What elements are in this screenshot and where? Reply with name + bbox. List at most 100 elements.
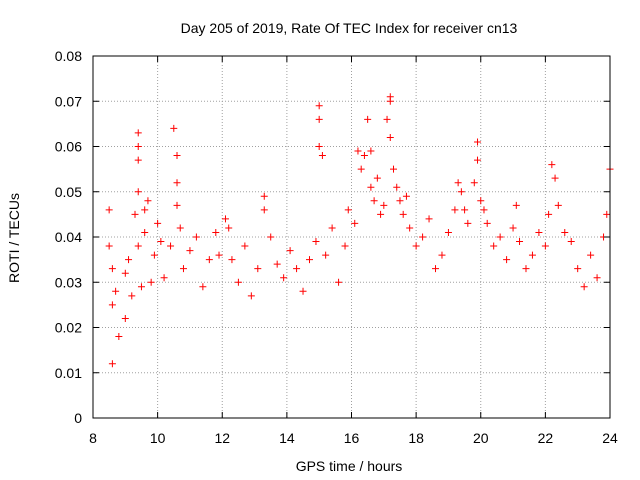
data-point bbox=[377, 210, 385, 218]
data-point bbox=[470, 179, 478, 187]
data-point bbox=[364, 115, 372, 123]
data-point bbox=[464, 219, 472, 227]
data-point bbox=[545, 210, 553, 218]
data-point bbox=[286, 247, 294, 255]
data-point bbox=[354, 147, 362, 155]
data-point bbox=[147, 278, 155, 286]
data-point bbox=[454, 179, 462, 187]
x-tick-label: 24 bbox=[602, 430, 618, 446]
data-point bbox=[386, 97, 394, 105]
data-point bbox=[108, 360, 116, 368]
data-point bbox=[341, 242, 349, 250]
y-tick-label: 0 bbox=[74, 410, 82, 426]
data-point bbox=[373, 174, 381, 182]
data-point bbox=[315, 143, 323, 150]
data-point bbox=[167, 242, 175, 250]
data-point bbox=[176, 224, 184, 232]
data-point bbox=[457, 188, 465, 196]
data-point bbox=[390, 165, 398, 173]
data-point bbox=[386, 133, 394, 141]
data-point bbox=[315, 115, 323, 123]
data-point bbox=[512, 201, 520, 209]
data-point bbox=[108, 301, 116, 309]
data-point bbox=[318, 152, 326, 160]
data-point bbox=[580, 283, 588, 291]
data-point bbox=[105, 242, 113, 250]
data-point bbox=[315, 102, 323, 110]
data-point bbox=[554, 201, 562, 209]
data-point bbox=[254, 265, 262, 273]
data-point bbox=[425, 215, 433, 223]
data-point bbox=[205, 256, 213, 264]
x-tick-label: 8 bbox=[89, 430, 97, 446]
data-point bbox=[121, 314, 129, 322]
data-point bbox=[241, 242, 249, 250]
data-point bbox=[225, 224, 233, 232]
y-tick-label: 0.01 bbox=[55, 365, 82, 381]
data-point bbox=[432, 265, 440, 273]
data-point bbox=[221, 215, 229, 223]
data-point bbox=[108, 265, 116, 273]
data-point bbox=[480, 206, 488, 214]
data-point bbox=[192, 233, 200, 241]
data-point bbox=[444, 228, 452, 236]
data-point bbox=[335, 278, 343, 286]
data-point bbox=[603, 210, 611, 218]
x-tick-label: 18 bbox=[408, 430, 424, 446]
data-point bbox=[170, 124, 178, 132]
data-point bbox=[293, 265, 301, 273]
data-point bbox=[173, 179, 181, 187]
x-axis-label: GPS time / hours bbox=[296, 458, 403, 474]
data-point bbox=[328, 224, 336, 232]
data-point bbox=[228, 256, 236, 264]
data-point bbox=[128, 292, 136, 300]
data-point bbox=[461, 206, 469, 214]
data-point bbox=[593, 274, 601, 282]
data-point bbox=[141, 206, 149, 214]
data-point bbox=[125, 256, 133, 264]
data-point bbox=[477, 197, 485, 205]
y-tick-label: 0.05 bbox=[55, 184, 82, 200]
data-point bbox=[370, 197, 378, 205]
data-point bbox=[160, 274, 168, 282]
data-point bbox=[367, 183, 375, 191]
data-point bbox=[412, 242, 420, 250]
x-tick-label: 10 bbox=[150, 430, 166, 446]
data-point bbox=[299, 287, 307, 295]
data-point bbox=[144, 197, 152, 205]
grid bbox=[93, 56, 610, 418]
data-point bbox=[393, 183, 401, 191]
data-point bbox=[451, 206, 459, 214]
data-point bbox=[522, 265, 530, 273]
data-point bbox=[105, 206, 113, 214]
x-tick-label: 12 bbox=[214, 430, 230, 446]
data-point bbox=[380, 201, 388, 209]
data-point bbox=[561, 228, 569, 236]
data-point bbox=[260, 192, 268, 200]
data-point bbox=[134, 156, 142, 164]
data-point bbox=[402, 192, 410, 200]
chart-title: Day 205 of 2019, Rate Of TEC Index for r… bbox=[181, 20, 518, 36]
data-point bbox=[280, 274, 288, 282]
data-point bbox=[474, 138, 482, 146]
data-point bbox=[574, 265, 582, 273]
data-point bbox=[134, 129, 142, 137]
data-point bbox=[548, 161, 556, 169]
x-tick-label: 22 bbox=[538, 430, 554, 446]
data-point bbox=[137, 283, 145, 291]
data-point bbox=[141, 228, 149, 236]
data-point bbox=[131, 210, 139, 218]
data-point bbox=[322, 251, 330, 259]
data-point bbox=[474, 156, 482, 164]
data-point bbox=[312, 238, 320, 246]
axis-ticks: 8 10 12 14 16 18 20 22 24 0 0.01 0.02 0.03 0.04 0.05 0.… bbox=[55, 48, 618, 446]
data-point bbox=[551, 174, 559, 182]
x-tick-label: 20 bbox=[473, 430, 489, 446]
y-tick-label: 0.07 bbox=[55, 93, 82, 109]
y-tick-label: 0.06 bbox=[55, 139, 82, 155]
x-tick-label: 16 bbox=[344, 430, 360, 446]
y-tick-label: 0.08 bbox=[55, 48, 82, 64]
data-point bbox=[267, 233, 275, 241]
data-point bbox=[260, 206, 268, 214]
